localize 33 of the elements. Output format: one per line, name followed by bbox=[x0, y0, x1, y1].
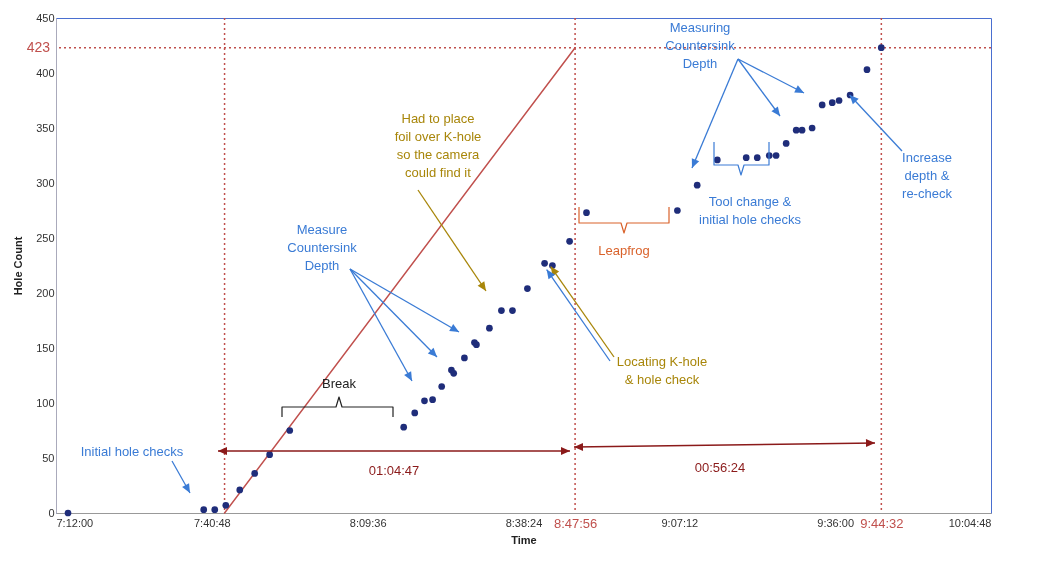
annotation: Leapfrog bbox=[598, 242, 650, 258]
annotation: Break bbox=[322, 375, 357, 391]
y-tick-label: 250 bbox=[36, 231, 55, 244]
x-tick-label: 7:12:00 bbox=[56, 516, 94, 529]
x-tick-label: 10:04:48 bbox=[948, 516, 992, 529]
annotation: Locating K-hole & hole check bbox=[616, 353, 708, 387]
annotation: Measuring Countersink Depth bbox=[665, 19, 736, 71]
y-tick-label: 400 bbox=[36, 66, 55, 79]
annotation: Measure Countersink Depth bbox=[287, 221, 358, 273]
x-tick-label: 9:44:32 bbox=[860, 515, 904, 531]
y-tick-label: 0 bbox=[48, 506, 55, 519]
x-tick-label: 7:40:48 bbox=[193, 516, 231, 529]
y-tick-label: 450 bbox=[36, 11, 55, 24]
y-tick-label: 50 bbox=[42, 451, 55, 464]
ref-line-label: 423 bbox=[26, 38, 51, 55]
y-tick-label: 200 bbox=[36, 286, 55, 299]
annotation: Increase depth & re-check bbox=[902, 149, 953, 201]
x-tick-label: 9:36:00 bbox=[817, 516, 855, 529]
annotation: 00:56:24 bbox=[694, 459, 746, 475]
y-axis-title: Hole Count bbox=[12, 236, 25, 296]
x-tick-label: 8:09:36 bbox=[349, 516, 387, 529]
annotation: 01:04:47 bbox=[368, 462, 420, 478]
annotation: Had to place foil over K-hole so the camera could find it bbox=[394, 110, 482, 180]
annotation: Tool change & initial hole checks bbox=[699, 193, 802, 227]
x-tick-label: 8:38:24 bbox=[505, 516, 543, 529]
y-tick-label: 100 bbox=[36, 396, 55, 409]
y-tick-label: 300 bbox=[36, 176, 55, 189]
y-tick-label: 350 bbox=[36, 121, 55, 134]
x-tick-label: 9:07:12 bbox=[661, 516, 699, 529]
x-axis-title: Time bbox=[511, 533, 537, 546]
x-tick-label: 8:47:56 bbox=[553, 515, 598, 531]
y-tick-label: 150 bbox=[36, 341, 55, 354]
annotation: Initial hole checks bbox=[80, 443, 184, 459]
